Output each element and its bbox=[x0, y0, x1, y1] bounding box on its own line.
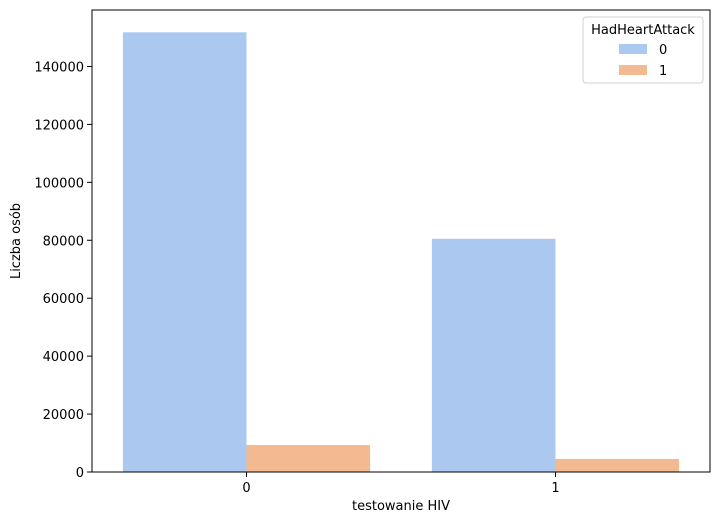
bars-group bbox=[122, 32, 680, 473]
legend-title: HadHeartAttack bbox=[591, 23, 695, 38]
legend-swatch-0 bbox=[619, 44, 647, 54]
x-axis-label: testowanie HIV bbox=[352, 499, 450, 514]
y-tick-label: 140000 bbox=[34, 60, 84, 75]
bar-series-0-cat-0 bbox=[122, 32, 247, 473]
legend-swatch-1 bbox=[619, 65, 647, 75]
y-axis-label: Liczba osób bbox=[9, 203, 24, 279]
y-tick-label: 0 bbox=[76, 466, 84, 481]
legend-label-0: 0 bbox=[659, 43, 667, 58]
x-tick-label: 0 bbox=[242, 481, 250, 496]
y-tick-label: 120000 bbox=[34, 118, 84, 133]
y-tick-label: 100000 bbox=[34, 176, 84, 191]
x-tick-label: 1 bbox=[551, 481, 559, 496]
y-axis: 0 20000 40000 60000 80000 100000 120000 140000 bbox=[34, 60, 92, 481]
y-tick-label: 80000 bbox=[43, 234, 84, 249]
y-tick-label: 20000 bbox=[43, 408, 84, 423]
legend: HadHeartAttack 0 1 bbox=[582, 16, 704, 84]
bar-series-1-cat-0 bbox=[246, 445, 371, 472]
legend-label-1: 1 bbox=[659, 64, 667, 79]
plot-frame bbox=[91, 9, 711, 473]
bar-series-0-cat-1 bbox=[431, 238, 556, 472]
bar-series-1-cat-1 bbox=[555, 458, 680, 472]
y-tick-label: 40000 bbox=[43, 350, 84, 365]
y-tick-label: 60000 bbox=[43, 292, 84, 307]
